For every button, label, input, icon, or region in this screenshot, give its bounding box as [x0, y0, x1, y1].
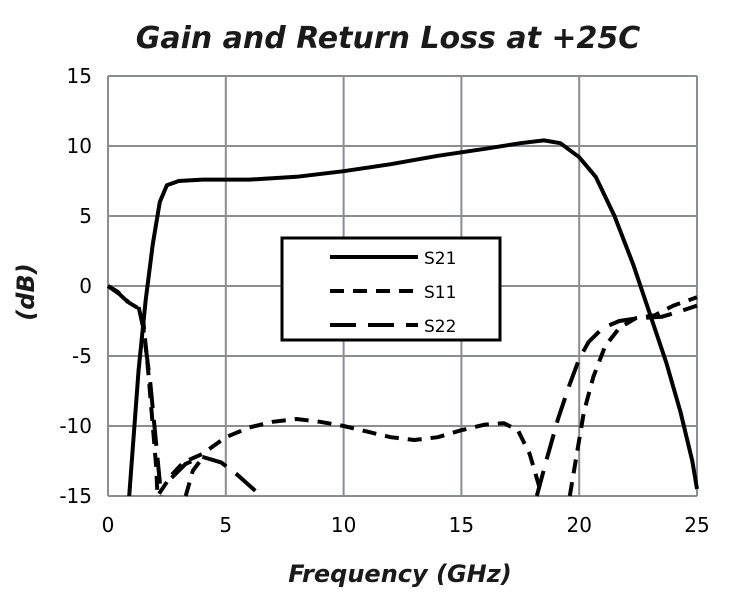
y-tick-label: -15	[59, 484, 92, 508]
y-tick-label: 5	[79, 204, 92, 228]
chart-title: Gain and Return Loss at +25C	[136, 21, 641, 56]
series-line-S11	[106, 284, 544, 498]
y-tick-label: 0	[79, 274, 92, 298]
y-tick-label: 10	[67, 134, 92, 158]
x-tick-label: 20	[566, 513, 591, 537]
x-tick-label: 0	[102, 513, 115, 537]
series-line-S22d	[534, 303, 698, 497]
y-tick-label: 15	[67, 64, 92, 88]
legend-label: S11	[424, 283, 456, 303]
legend-label: S22	[424, 317, 456, 337]
y-axis-label: (dB)	[12, 263, 40, 320]
series-line-S22	[106, 284, 163, 497]
legend-label: S21	[424, 249, 456, 269]
x-tick-label: 10	[331, 513, 356, 537]
series-line-S22b	[170, 454, 263, 498]
series-line-S11b	[567, 295, 698, 497]
y-tick-label: -10	[59, 414, 92, 438]
x-tick-label: 15	[449, 513, 474, 537]
series-line-S22c	[183, 457, 204, 497]
x-axis-label: Frequency (GHz)	[288, 560, 511, 588]
x-tick-label: 25	[684, 513, 709, 537]
series-line-S21	[127, 138, 699, 497]
x-tick-label: 5	[219, 513, 232, 537]
y-tick-label: -5	[72, 344, 92, 368]
